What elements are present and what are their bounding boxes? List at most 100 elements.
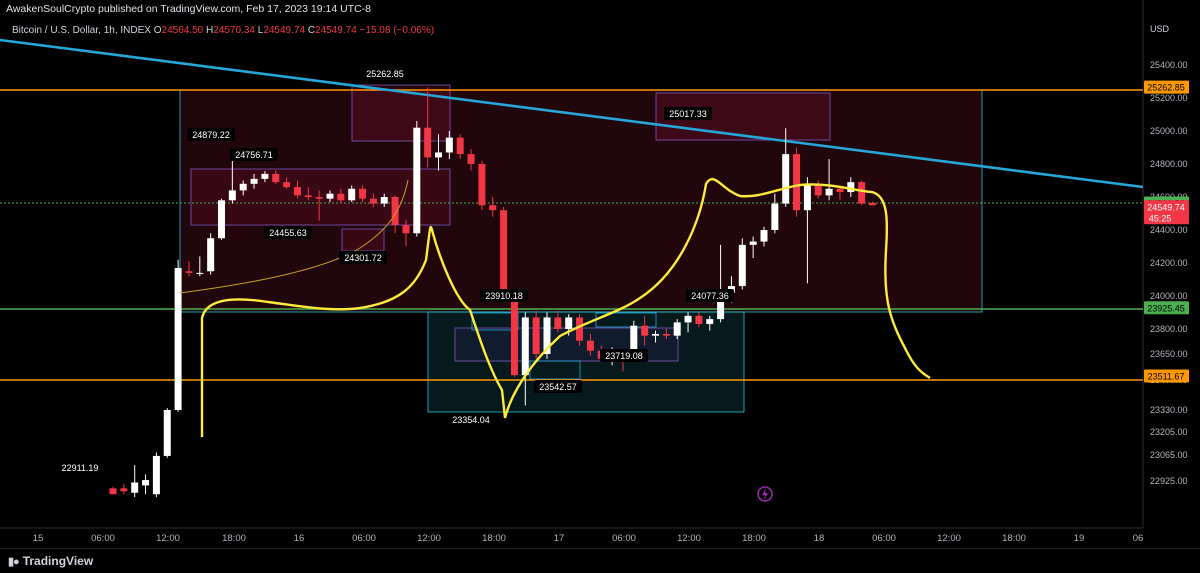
candle[interactable] <box>348 185 356 202</box>
candle[interactable] <box>825 159 833 201</box>
candle[interactable] <box>652 330 659 343</box>
candlestick-chart[interactable]: 25400.0025200.0025000.0024800.0024600.00… <box>0 0 1200 548</box>
yellow-projection-path[interactable] <box>200 177 931 437</box>
time-tick-label: 18:00 <box>1002 533 1026 544</box>
candle[interactable] <box>510 289 518 377</box>
tradingview-brand[interactable]: ▮● TradingView <box>8 554 93 568</box>
candle-body <box>543 317 551 354</box>
candle[interactable] <box>261 171 269 183</box>
candle[interactable] <box>673 319 681 339</box>
candle[interactable] <box>478 160 486 211</box>
candle[interactable] <box>576 314 584 346</box>
candle[interactable] <box>413 121 421 237</box>
candle[interactable] <box>695 312 703 328</box>
candle[interactable] <box>109 486 117 495</box>
candle[interactable] <box>489 197 497 217</box>
candle-body <box>576 317 584 341</box>
annotation-label[interactable]: 23719.08 <box>605 351 643 361</box>
time-tick-label: 06:00 <box>352 533 376 544</box>
candle[interactable] <box>174 259 182 412</box>
candle-body <box>749 241 757 245</box>
candle[interactable] <box>207 233 215 275</box>
candle[interactable] <box>359 185 367 202</box>
annotation-label[interactable]: 24756.71 <box>235 150 273 160</box>
candle[interactable] <box>782 128 790 207</box>
candle[interactable] <box>847 177 855 197</box>
candle[interactable] <box>120 483 128 495</box>
candle-body <box>771 203 779 230</box>
candle[interactable] <box>706 315 714 331</box>
candle[interactable] <box>272 170 280 184</box>
candle[interactable] <box>554 310 562 333</box>
candle-body <box>662 334 670 336</box>
candle[interactable] <box>803 177 811 284</box>
candle[interactable] <box>402 220 410 247</box>
candle-body <box>391 197 399 226</box>
candle[interactable] <box>142 474 150 495</box>
candle[interactable] <box>239 180 247 196</box>
support-zone-box[interactable] <box>427 311 745 413</box>
candle[interactable] <box>793 147 801 217</box>
candle[interactable] <box>500 206 508 301</box>
annotation-label[interactable]: 25017.33 <box>669 109 707 119</box>
symbol-title[interactable]: Bitcoin / U.S. Dollar, 1h, INDEX <box>12 25 151 36</box>
candle[interactable] <box>543 312 551 359</box>
candle[interactable] <box>369 193 377 207</box>
candle[interactable] <box>532 310 540 359</box>
candle[interactable] <box>315 190 323 221</box>
candle[interactable] <box>521 312 529 406</box>
candle[interactable] <box>196 256 204 277</box>
annotation-label[interactable]: 25262.85 <box>366 69 404 79</box>
low-box[interactable] <box>341 228 385 252</box>
annotation-bg <box>56 461 104 474</box>
candle[interactable] <box>250 173 258 189</box>
annotation-label[interactable]: 23910.18 <box>485 291 523 301</box>
candle[interactable] <box>662 329 670 339</box>
alert-icon[interactable] <box>757 486 773 502</box>
candle[interactable] <box>771 193 779 234</box>
candle[interactable] <box>424 87 432 168</box>
right-top-box[interactable] <box>655 92 831 141</box>
descending-trendline[interactable] <box>0 38 1143 189</box>
candle[interactable] <box>283 177 291 189</box>
candle[interactable] <box>858 180 866 206</box>
candle[interactable] <box>131 465 139 498</box>
resistance-zone-box[interactable] <box>179 89 983 313</box>
candle[interactable] <box>304 187 312 201</box>
candle[interactable] <box>163 408 171 458</box>
candle[interactable] <box>760 226 768 247</box>
candle[interactable] <box>684 312 692 333</box>
candle[interactable] <box>326 190 334 202</box>
candle[interactable] <box>445 131 453 160</box>
candle[interactable] <box>869 201 876 206</box>
time-axis[interactable]: 15 06:00 12:00 18:00 16 06:00 12:00 18:00 17 06:0… <box>33 533 1144 544</box>
candle[interactable] <box>814 180 822 199</box>
candle[interactable] <box>337 188 345 204</box>
annotation-label[interactable]: 24455.63 <box>269 228 307 238</box>
candle-body <box>630 325 638 356</box>
top-wick-box[interactable] <box>351 84 451 142</box>
annotation-label[interactable]: 24077.36 <box>691 291 729 301</box>
annotation-label[interactable]: 24879.22 <box>192 130 230 140</box>
candle[interactable] <box>380 193 388 207</box>
candle[interactable] <box>293 180 301 199</box>
small-box-1[interactable] <box>471 312 519 331</box>
candle[interactable] <box>738 238 746 290</box>
candle[interactable] <box>717 244 725 323</box>
candle-body <box>836 188 844 193</box>
annotation-label[interactable]: 23354.04 <box>452 415 490 425</box>
candle[interactable] <box>749 236 757 259</box>
level-tag <box>1144 301 1189 315</box>
candle[interactable] <box>467 149 475 171</box>
candle[interactable] <box>641 315 649 346</box>
annotation-label[interactable]: 22911.19 <box>62 463 99 473</box>
candle[interactable] <box>456 134 464 160</box>
annotation-label[interactable]: 23542.57 <box>539 382 577 392</box>
candle[interactable] <box>218 198 225 240</box>
annotation-bg <box>339 251 387 264</box>
candle[interactable] <box>586 334 594 356</box>
candle[interactable] <box>185 261 193 277</box>
candle[interactable] <box>152 452 160 498</box>
annotation-label[interactable]: 24301.72 <box>344 253 382 263</box>
candle[interactable] <box>435 134 442 171</box>
